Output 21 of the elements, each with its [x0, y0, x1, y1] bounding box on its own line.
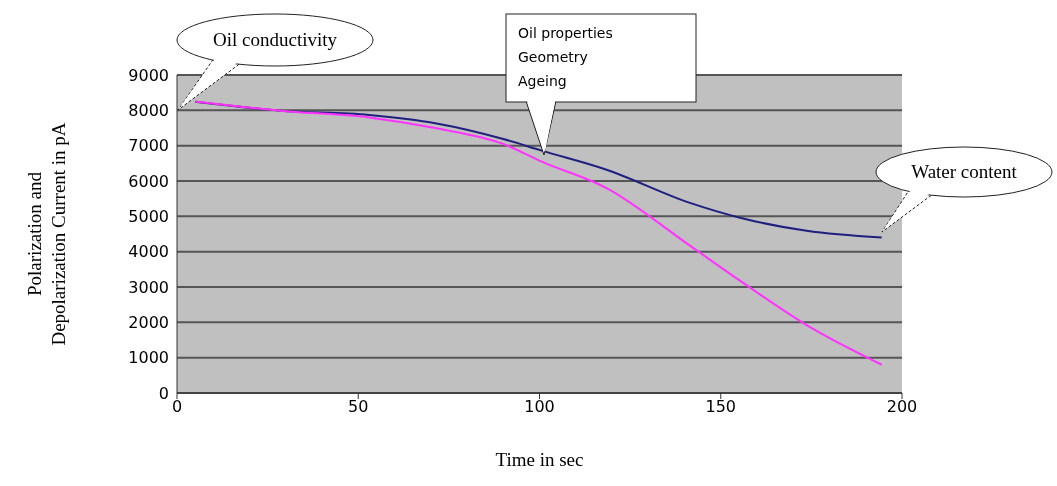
- y-axis-title: Polarization and Depolarization Current in pA: [24, 122, 69, 346]
- y-tick-label: 3000: [128, 277, 169, 297]
- y-tick-label: 7000: [128, 136, 169, 156]
- y-tick-label: 1000: [128, 348, 169, 368]
- x-tick-label: 100: [524, 397, 555, 417]
- y-tick-label: 5000: [128, 207, 169, 227]
- x-tick-label: 150: [705, 397, 737, 417]
- x-tick-label: 200: [886, 397, 918, 417]
- annotation: Oil properties Geometry Ageing: [518, 25, 613, 89]
- x-axis-title: Time in sec: [495, 449, 584, 470]
- text: Water content: [911, 161, 1018, 182]
- y-tick-label: 4000: [128, 242, 169, 262]
- y-tick-label: 9000: [128, 65, 169, 85]
- y-tick-label: 2000: [128, 313, 169, 333]
- text: Oil conductivity: [212, 29, 338, 50]
- y-tick-label: 0: [158, 383, 169, 403]
- line-series: [194, 100, 883, 366]
- y-tick-label: 8000: [128, 101, 169, 121]
- x-tick-label: 0: [171, 397, 183, 417]
- y-tick-label: 6000: [128, 171, 169, 191]
- x-tick-label: 50: [348, 397, 369, 417]
